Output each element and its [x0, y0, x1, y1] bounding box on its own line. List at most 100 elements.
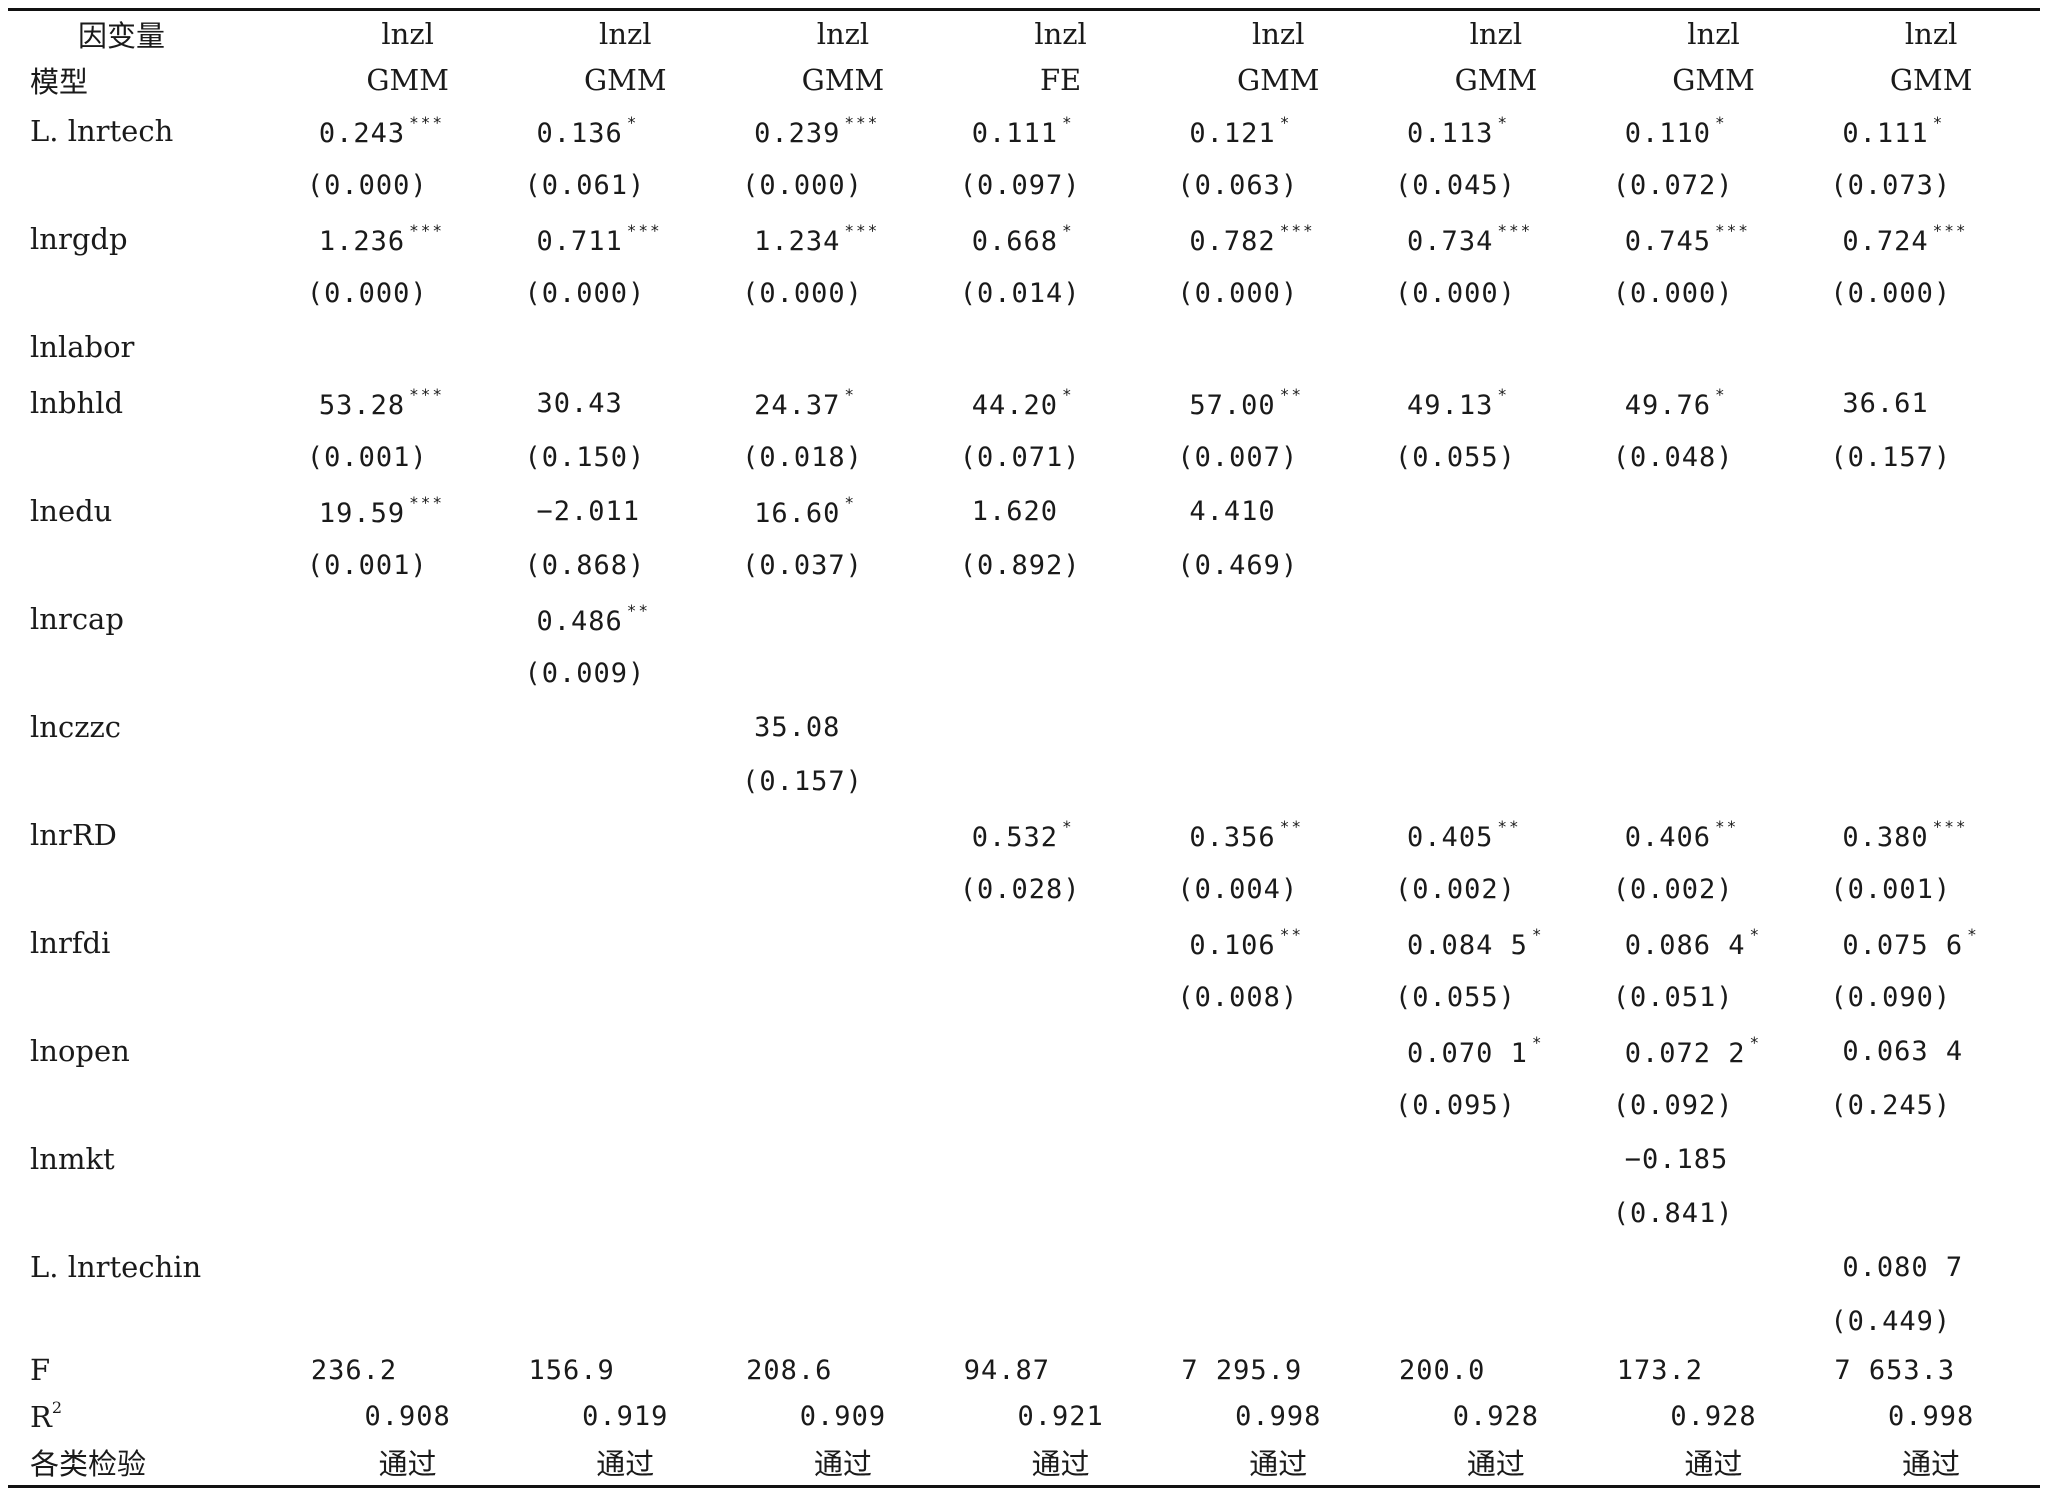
- coefficient-cell: 19.59 ***: [299, 483, 517, 539]
- p-value-cell: (0.000): [299, 159, 517, 211]
- dependent-variable-row: 因变量 lnzl lnzl lnzl lnzl lnzl lnzl lnzl lnzl: [8, 10, 2040, 58]
- significance-stars: **: [1715, 817, 1738, 836]
- p-value-cell: (0.000): [734, 159, 952, 211]
- coefficient-cell: 0.111 *: [1822, 103, 2040, 159]
- significance-stars: *: [1715, 113, 1727, 132]
- empty-label-cell: [8, 159, 299, 211]
- coefficient-cell: 0.080 7: [1822, 1239, 2040, 1295]
- coefficient-cell: [516, 915, 734, 971]
- p-value-cell: [734, 1079, 952, 1131]
- coefficient-value: 4.410: [1189, 496, 1275, 527]
- significance-stars: ***: [844, 221, 879, 240]
- model-row: 模型 GMM GMM GMM FE GMM GMM GMM GMM: [8, 57, 2040, 103]
- variable-row: lnbhld 53.28 *** 30.43 24.37 * 44.20 * 57.00 ** 49…: [8, 375, 2040, 431]
- coefficient-value: 0.711: [536, 226, 622, 257]
- p-value-cell: (0.469): [1169, 539, 1387, 591]
- p-value-cell: [299, 1295, 517, 1347]
- coefficient-value: 0.782: [1189, 226, 1275, 257]
- p-value-cell: (0.001): [299, 539, 517, 591]
- coefficient-value: 0.070 1: [1407, 1038, 1528, 1069]
- coefficient-cell: 30.43: [516, 375, 734, 431]
- p-value-cell: (0.000): [516, 267, 734, 319]
- coefficient-value: 0.072 2: [1625, 1038, 1746, 1069]
- coefficient-value: 24.37: [754, 390, 840, 421]
- variable-row: L. lnrtechin 0.080 7: [8, 1239, 2040, 1295]
- coefficient-value: 16.60: [754, 498, 840, 529]
- p-value-cell: [1169, 1295, 1387, 1347]
- empty-label-cell: [8, 1187, 299, 1239]
- significance-stars: ***: [1497, 221, 1532, 240]
- coefficient-cell: [1387, 699, 1605, 755]
- significance-stars: ***: [1933, 817, 1968, 836]
- p-value-cell: (0.072): [1605, 159, 1823, 211]
- coefficient-cell: 0.782 ***: [1169, 211, 1387, 267]
- p-value-cell: [952, 1187, 1170, 1239]
- coefficient-cell: 4.410: [1169, 483, 1387, 539]
- p-value-row: (0.001) (0.868) (0.037) (0.892) (0.469): [8, 539, 2040, 591]
- coefficient-cell: 0.113 *: [1387, 103, 1605, 159]
- coefficient-cell: 49.76 *: [1605, 375, 1823, 431]
- coefficient-value: −2.011: [536, 496, 640, 527]
- coefficient-cell: 0.532 *: [952, 807, 1170, 863]
- coefficient-cell: 0.111 *: [952, 103, 1170, 159]
- significance-stars: *: [1062, 817, 1074, 836]
- statistic-value: 0.928: [1605, 1393, 1823, 1439]
- p-value-cell: (0.000): [1169, 267, 1387, 319]
- significance-stars: *: [1062, 113, 1074, 132]
- coefficient-cell: [734, 915, 952, 971]
- p-value-cell: (0.028): [952, 863, 1170, 915]
- empty-label-cell: [8, 755, 299, 807]
- p-value-cell: (0.097): [952, 159, 1170, 211]
- coefficient-value: 19.59: [319, 498, 405, 529]
- variable-name: lnopen: [8, 1023, 299, 1079]
- p-value-cell: (0.018): [734, 431, 952, 483]
- p-value-cell: [516, 1295, 734, 1347]
- p-value-cell: [1387, 1295, 1605, 1347]
- variable-row: lnrfdi 0.106 ** 0.084 5 * 0.086 4 * 0.075 6 *: [8, 915, 2040, 971]
- coefficient-value: 36.61: [1842, 388, 1928, 419]
- p-value-cell: [1605, 539, 1823, 591]
- coefficient-cell: 36.61: [1822, 375, 2040, 431]
- significance-stars: **: [627, 601, 650, 620]
- p-value-cell: [952, 1079, 1170, 1131]
- coefficient-value: 0.243: [319, 118, 405, 149]
- p-value-cell: (0.892): [952, 539, 1170, 591]
- coefficient-value: 0.080 7: [1842, 1252, 1963, 1283]
- empty-label-cell: [8, 431, 299, 483]
- dependent-variable-col-3: lnzl: [734, 10, 952, 58]
- statistic-label: F: [8, 1347, 299, 1393]
- p-value-cell: (0.048): [1605, 431, 1823, 483]
- p-value-cell: (0.037): [734, 539, 952, 591]
- significance-stars: ***: [1280, 221, 1315, 240]
- statistic-label: R2: [8, 1393, 299, 1439]
- significance-stars: *: [1715, 385, 1727, 404]
- significance-stars: *: [844, 385, 856, 404]
- significance-stars: *: [1497, 385, 1509, 404]
- statistic-value: 7 295.9: [1169, 1347, 1387, 1393]
- coefficient-cell: [1387, 591, 1605, 647]
- p-value-cell: (0.090): [1822, 971, 2040, 1023]
- p-value-cell: [1169, 755, 1387, 807]
- coefficient-value: 1.620: [972, 496, 1058, 527]
- coefficient-cell: [734, 319, 952, 375]
- statistic-value: 通过: [299, 1439, 517, 1487]
- p-value-cell: [734, 863, 952, 915]
- coefficient-cell: [1387, 1131, 1605, 1187]
- coefficient-cell: [952, 915, 1170, 971]
- coefficient-cell: 0.084 5 *: [1387, 915, 1605, 971]
- coefficient-cell: [1169, 591, 1387, 647]
- coefficient-value: 49.13: [1407, 390, 1493, 421]
- statistic-value: 94.87: [952, 1347, 1170, 1393]
- p-value-cell: (0.000): [1822, 267, 2040, 319]
- p-value-row: (0.008) (0.055) (0.051) (0.090): [8, 971, 2040, 1023]
- coefficient-cell: 0.711 ***: [516, 211, 734, 267]
- coefficient-cell: [1822, 1131, 2040, 1187]
- model-col-2: GMM: [516, 57, 734, 103]
- p-value-cell: [952, 1295, 1170, 1347]
- p-value-cell: [299, 1187, 517, 1239]
- coefficient-cell: 35.08: [734, 699, 952, 755]
- coefficient-cell: 24.37 *: [734, 375, 952, 431]
- coefficient-cell: 0.356 **: [1169, 807, 1387, 863]
- coefficient-cell: 0.243 ***: [299, 103, 517, 159]
- variable-row: lnlabor: [8, 319, 2040, 375]
